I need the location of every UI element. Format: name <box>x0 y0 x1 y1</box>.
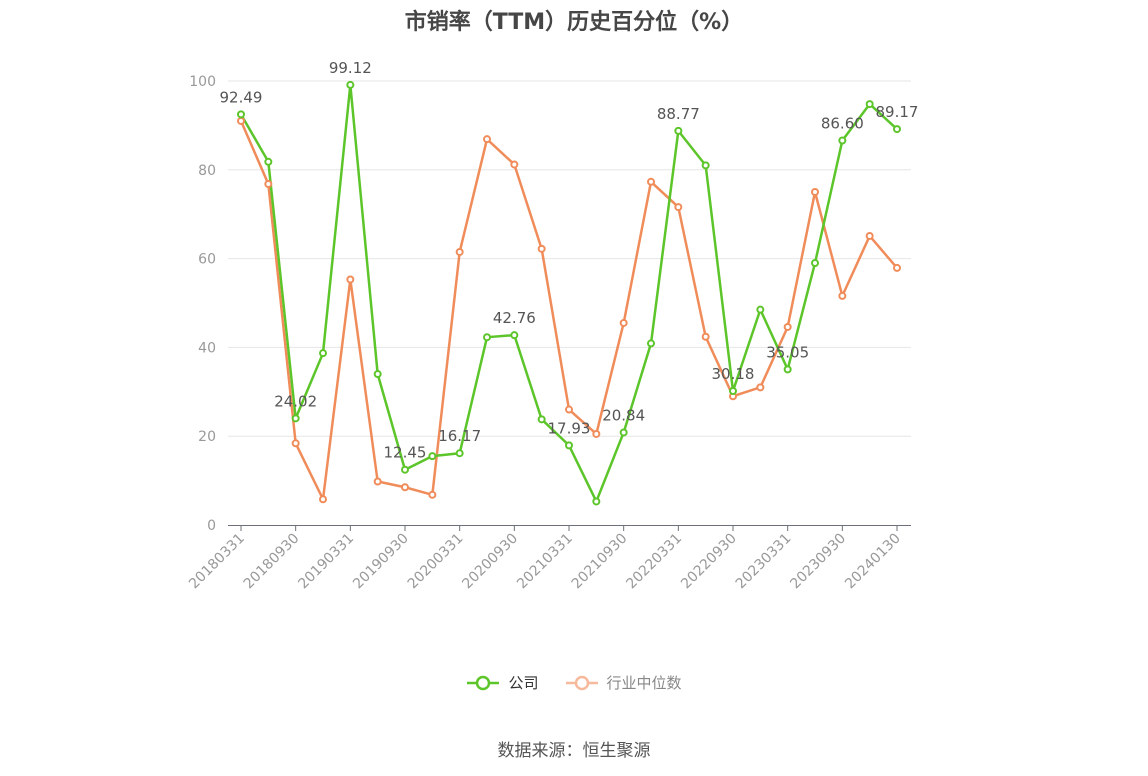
y-tick-label: 80 <box>198 163 216 179</box>
company-data-point <box>811 259 819 268</box>
company-data-label: 20.84 <box>602 406 645 424</box>
industry-data-point <box>865 231 874 240</box>
x-tick-label: 20220930 <box>678 531 740 593</box>
company-data-point <box>428 452 437 461</box>
company-data-point <box>319 349 327 358</box>
company-data-point <box>401 465 409 474</box>
x-tick-label: 20230331 <box>733 531 795 593</box>
x-tick-label: 20220331 <box>623 531 685 593</box>
x-tick-label: 20190930 <box>350 531 412 593</box>
legend-item-company[interactable]: 公司 <box>466 672 539 693</box>
grid-lines <box>228 80 911 437</box>
x-tick-label: 20200930 <box>459 531 521 593</box>
axes: 0 20 40 60 80 100 2018033120180930201903312019… <box>186 74 911 592</box>
data-labels: 92.49 24.02 99.12 12.45 16.17 42.76 17.93 20.84… <box>220 59 919 462</box>
industry-data-point <box>783 322 792 331</box>
company-data-label: 16.17 <box>438 427 481 445</box>
company-data-point <box>510 331 519 340</box>
industry-data-point <box>319 495 327 504</box>
industry-data-point <box>647 177 655 186</box>
company-data-point <box>592 497 601 506</box>
company-data-point <box>537 415 546 424</box>
y-tick-label: 20 <box>198 429 216 445</box>
legend-label-company: 公司 <box>508 674 539 692</box>
company-data-point <box>674 126 683 135</box>
chart-title: 市销率（TTM）历史百分位（%） <box>404 10 744 35</box>
legend: 公司 行业中位数 <box>0 672 1148 693</box>
company-data-label: 12.45 <box>384 444 427 462</box>
company-data-label: 99.12 <box>329 59 372 77</box>
company-data-label: 89.17 <box>876 103 919 121</box>
industry-data-point <box>565 405 573 414</box>
company-data-point <box>565 441 573 450</box>
company-data-point <box>893 125 901 134</box>
industry-data-point <box>619 318 628 327</box>
y-tick-label: 0 <box>207 518 216 534</box>
data-source-note: 数据来源：恒生聚源 <box>497 741 651 761</box>
company-data-point <box>455 449 464 458</box>
x-tick-label: 20180930 <box>241 531 303 593</box>
company-data-point <box>237 110 245 119</box>
industry-data-point <box>893 263 901 272</box>
industry-data-point <box>674 203 683 212</box>
x-tick-label: 20200331 <box>405 531 467 593</box>
company-data-label: 42.76 <box>493 309 536 327</box>
legend-item-industry[interactable]: 行业中位数 <box>565 672 682 693</box>
industry-data-point <box>537 244 546 253</box>
x-tick-label: 20240130 <box>842 531 904 593</box>
y-tick-label: 40 <box>198 340 216 356</box>
company-data-point <box>373 370 382 379</box>
industry-data-point <box>455 247 464 256</box>
legend-industry-marker <box>565 675 598 690</box>
industry-data-point <box>811 188 819 196</box>
x-tick-label: 20230930 <box>787 531 849 593</box>
industry-data-point <box>291 439 300 448</box>
company-data-point <box>701 161 710 170</box>
x-tick-label: 20190331 <box>295 531 357 593</box>
company-data-label: 35.05 <box>766 343 809 361</box>
company-data-point <box>783 365 792 374</box>
company-series-line <box>239 83 898 503</box>
company-data-point <box>619 428 628 437</box>
industry-data-point <box>483 135 491 144</box>
company-data-point <box>865 100 874 109</box>
company-data-label: 88.77 <box>657 105 700 123</box>
industry-data-point <box>756 383 765 392</box>
company-data-label: 24.02 <box>274 392 317 410</box>
industry-data-point <box>346 275 355 284</box>
industry-data-point <box>237 116 245 125</box>
company-data-point <box>346 80 355 89</box>
company-data-label: 30.18 <box>712 365 755 383</box>
data-points <box>237 80 901 506</box>
company-data-point <box>756 305 765 314</box>
company-data-label: 86.60 <box>821 114 864 132</box>
company-data-point <box>483 333 491 342</box>
industry-data-point <box>701 332 710 341</box>
industry-data-point <box>510 160 519 169</box>
legend-company-marker <box>467 675 500 690</box>
company-data-point <box>291 414 300 423</box>
company-data-label: 92.49 <box>220 88 263 106</box>
industry-data-point <box>373 477 382 486</box>
x-tick-label: 20180331 <box>186 531 248 593</box>
legend-label-industry: 行业中位数 <box>606 674 682 692</box>
y-tick-label: 100 <box>189 74 216 90</box>
industry-data-point <box>401 483 409 492</box>
industry-data-point <box>264 180 273 189</box>
company-data-point <box>729 387 737 396</box>
industry-data-point <box>428 490 437 499</box>
x-tick-label: 20210331 <box>514 531 576 593</box>
company-data-point <box>647 339 655 348</box>
industry-data-point <box>838 291 847 300</box>
x-tick-label: 20210930 <box>569 531 631 593</box>
company-data-label: 17.93 <box>548 419 591 437</box>
industry-data-point <box>592 429 601 438</box>
company-data-point <box>838 136 847 145</box>
company-data-point <box>264 157 273 166</box>
y-tick-label: 60 <box>198 252 216 268</box>
series-lines <box>239 83 898 503</box>
